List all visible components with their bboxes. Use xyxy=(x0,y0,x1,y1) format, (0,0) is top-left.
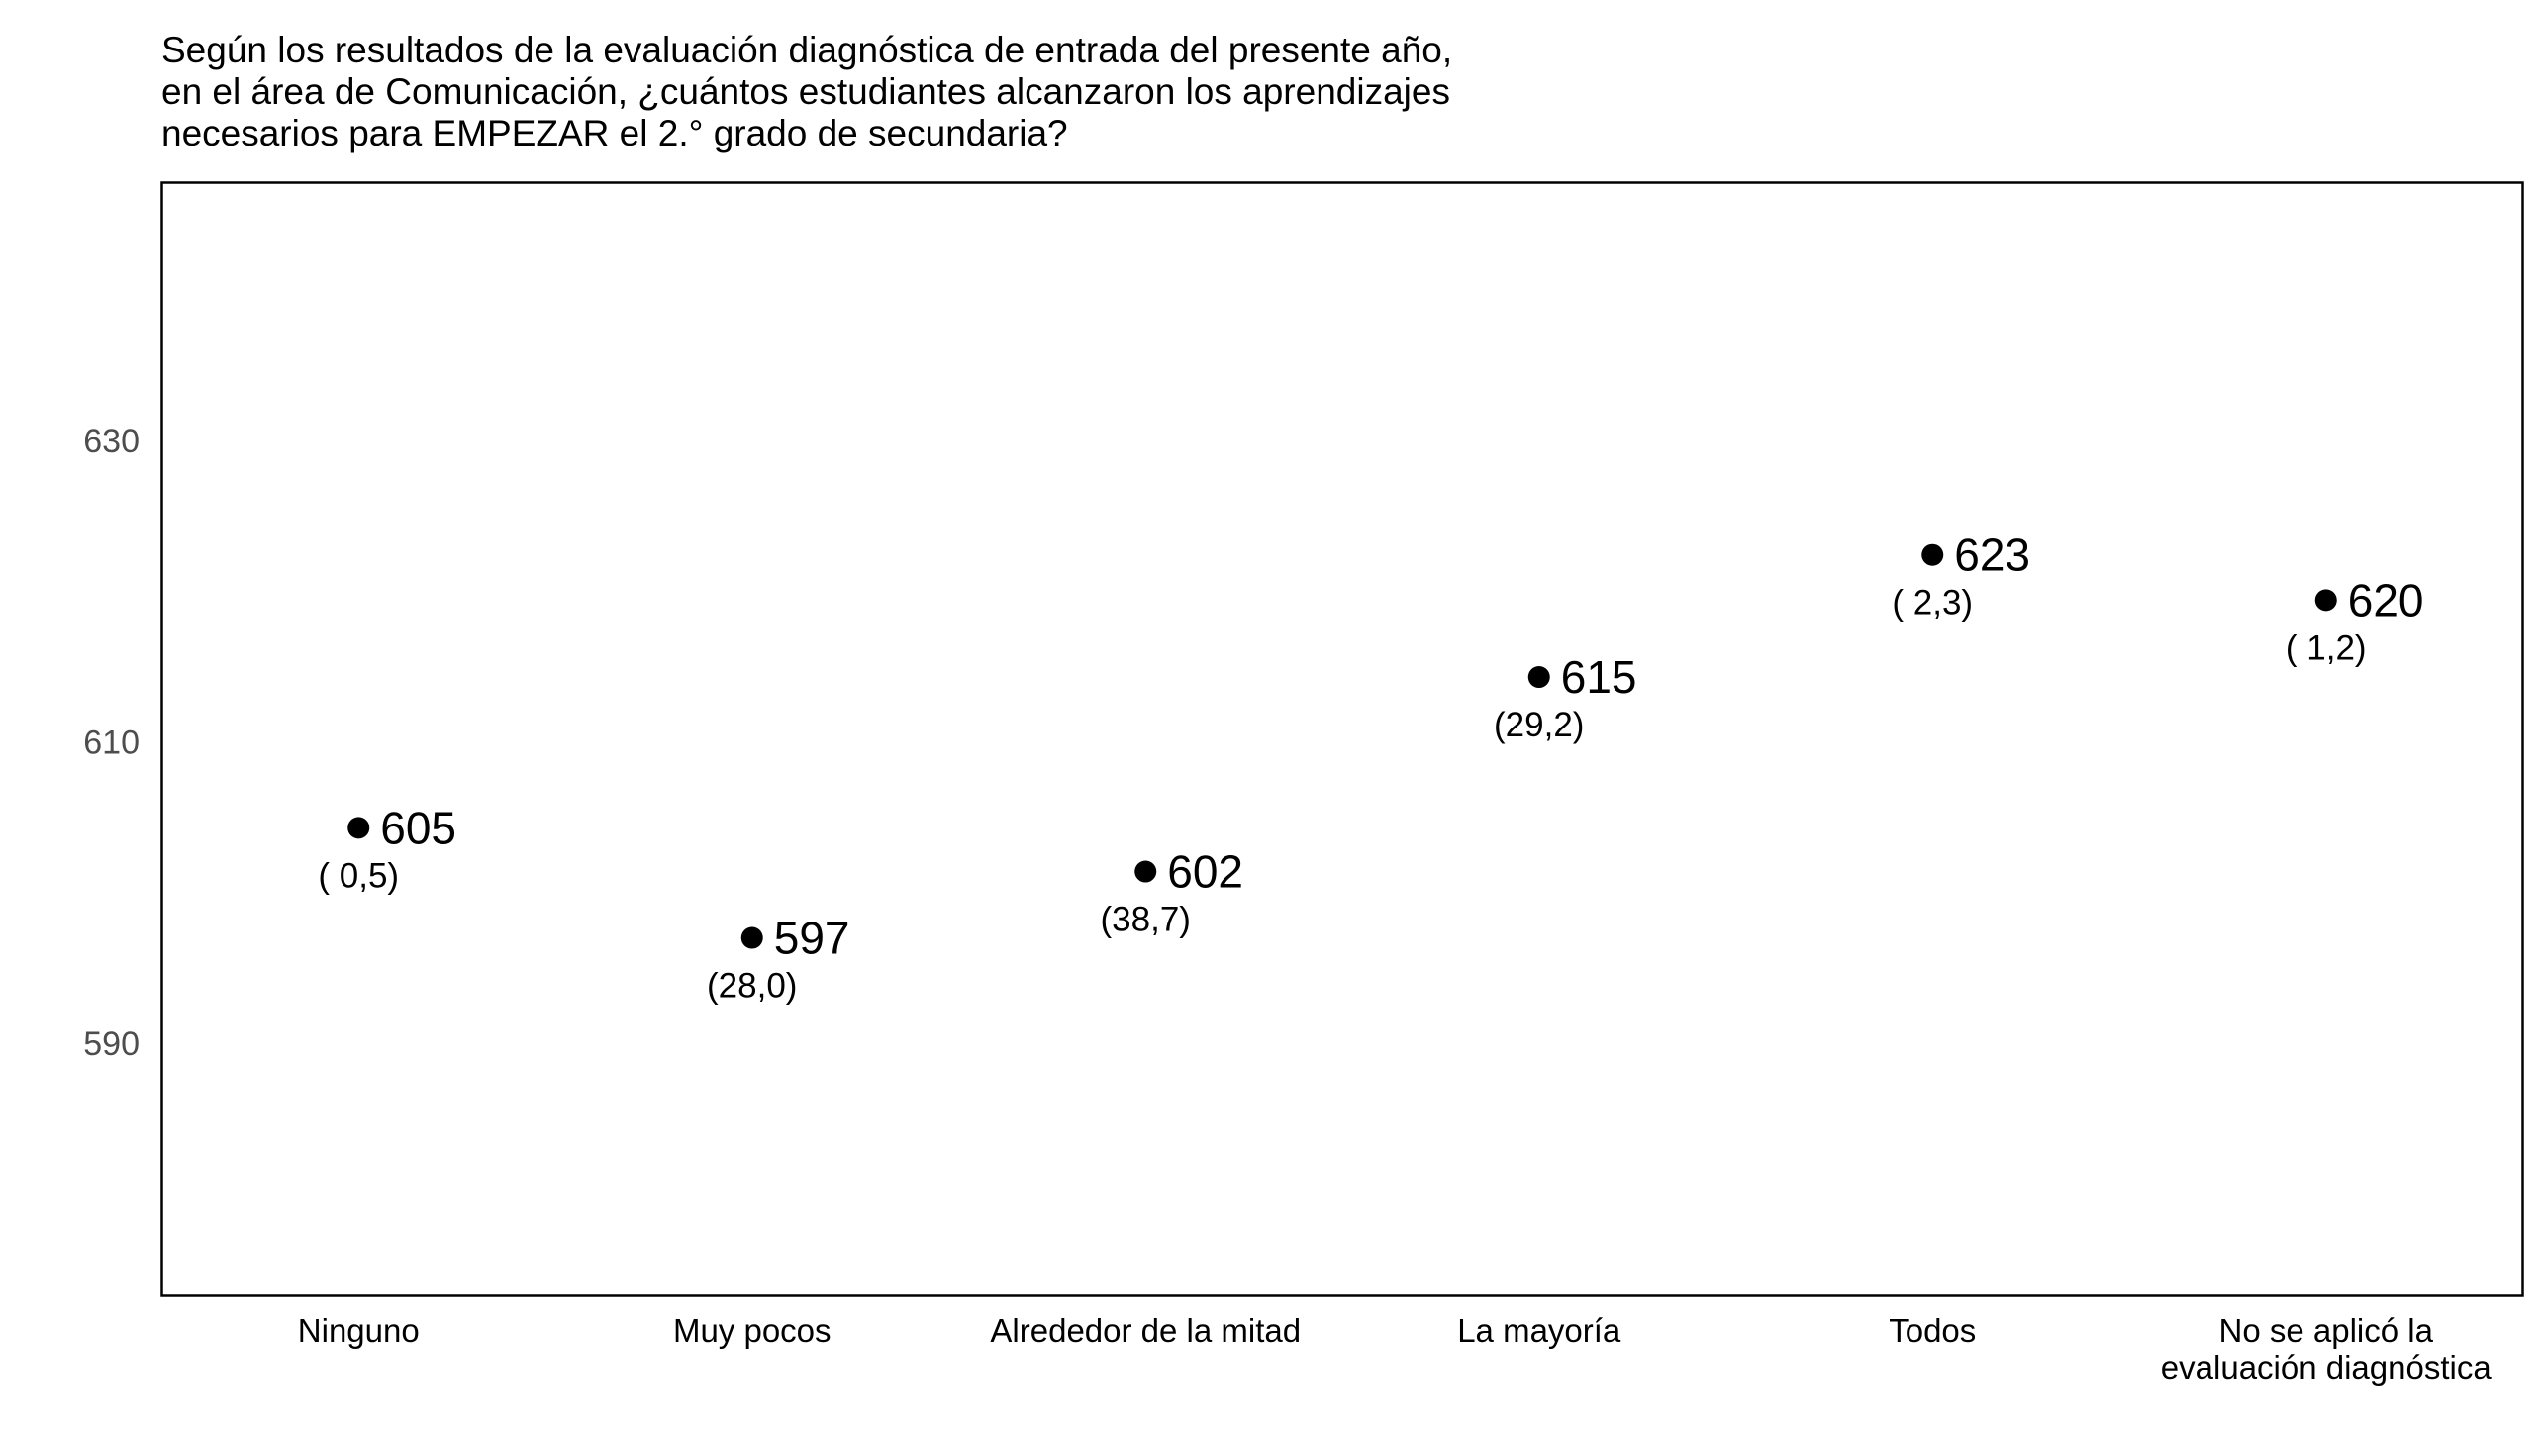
chart-title-line: en el área de Comunicación, ¿cuántos est… xyxy=(161,71,1450,112)
percent-label: ( 2,3) xyxy=(1892,584,1973,623)
data-point xyxy=(1527,666,1550,689)
data-labels: 605( 0,5)597(28,0)602(38,7)615(29,2)623(… xyxy=(318,530,2423,1006)
value-label: 620 xyxy=(2348,574,2424,626)
x-tick-label-line: Muy pocos xyxy=(673,1312,832,1349)
percent-label: (38,7) xyxy=(1101,901,1191,939)
value-label: 615 xyxy=(1561,651,1637,703)
y-tick-label: 610 xyxy=(83,725,140,762)
y-tick-label: 590 xyxy=(83,1025,140,1063)
data-points xyxy=(347,543,2337,949)
x-tick-label: Muy pocos xyxy=(673,1312,832,1349)
value-label: 623 xyxy=(1954,530,2030,581)
data-point xyxy=(2314,589,2337,612)
chart-title-line: necesarios para EMPEZAR el 2.° grado de … xyxy=(161,113,1068,153)
percent-label: ( 0,5) xyxy=(318,856,399,895)
x-axis: Ninguno Muy pocos Alrededor de la mitad La … xyxy=(298,1312,2493,1386)
data-point xyxy=(1134,860,1157,883)
x-tick-label: Ninguno xyxy=(298,1312,420,1349)
y-tick-label: 630 xyxy=(83,423,140,460)
data-point xyxy=(740,926,763,949)
x-tick-label-line: Ninguno xyxy=(298,1312,420,1349)
percent-label: ( 1,2) xyxy=(2286,629,2367,667)
x-tick-label-line: Alrededor de la mitad xyxy=(990,1312,1301,1349)
x-tick-label: La mayoría xyxy=(1457,1312,1621,1349)
x-tick-label: Todos xyxy=(1889,1312,1976,1349)
x-tick-label: No se aplicó la evaluación diagnóstica xyxy=(2161,1312,2493,1386)
value-label: 605 xyxy=(380,802,456,853)
chart-title: Según los resultados de la evaluación di… xyxy=(161,30,1646,154)
percent-label: (28,0) xyxy=(707,967,797,1006)
data-point xyxy=(347,817,370,839)
x-tick-label-line: evaluación diagnóstica xyxy=(2161,1349,2493,1386)
x-tick-label-line: La mayoría xyxy=(1457,1312,1621,1349)
data-point xyxy=(1921,543,1944,566)
value-label: 597 xyxy=(774,913,850,964)
x-tick-label: Alrededor de la mitad xyxy=(990,1312,1301,1349)
x-tick-label-line: Todos xyxy=(1889,1312,1976,1349)
plot-panel-border xyxy=(160,181,2524,1297)
value-label: 602 xyxy=(1167,846,1243,898)
x-tick-label-line: No se aplicó la xyxy=(2219,1312,2434,1349)
percent-label: (29,2) xyxy=(1494,706,1584,744)
y-axis: 590 610 630 xyxy=(83,423,140,1063)
chart-title-line: Según los resultados de la evaluación di… xyxy=(161,30,1453,70)
